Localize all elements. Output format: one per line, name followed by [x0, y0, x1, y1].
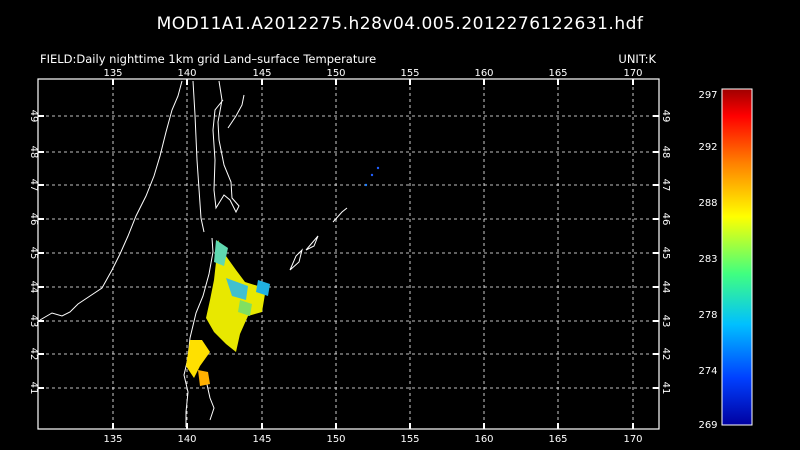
lat-label-right: 43 — [660, 315, 671, 328]
colorbar-label: 269 — [698, 420, 717, 431]
lat-label-left: 48 — [28, 146, 39, 159]
lon-label-bottom: 160 — [474, 434, 493, 445]
lon-label-top: 155 — [400, 68, 419, 79]
lat-label-right: 44 — [660, 281, 671, 294]
lat-label-left: 43 — [28, 315, 39, 328]
lon-labels-bottom: 135 140 145 150 155 160 165 170 — [103, 434, 642, 445]
grid-lines — [40, 81, 657, 427]
lat-label-right: 42 — [660, 348, 671, 361]
field-label: FIELD:Daily nighttime 1km grid Land–surf… — [40, 52, 377, 66]
lon-label-bottom: 140 — [177, 434, 196, 445]
coastlines — [39, 80, 348, 427]
lon-label-top: 145 — [252, 68, 271, 79]
lon-label-top: 165 — [548, 68, 567, 79]
lat-label-left: 45 — [28, 247, 39, 260]
lon-label-top: 140 — [177, 68, 196, 79]
file-title: MOD11A1.A2012275.h28v04.005.201227612263… — [156, 14, 644, 34]
lat-labels-right: 49 48 47 46 45 44 43 42 41 — [660, 110, 671, 395]
lat-label-left: 46 — [28, 213, 39, 226]
lon-labels-top: 135 140 145 150 155 160 165 170 — [103, 68, 642, 79]
map-frame — [37, 78, 660, 430]
lat-label-right: 48 — [660, 146, 671, 159]
colorbar-label: 288 — [698, 198, 717, 209]
lon-label-top: 150 — [326, 68, 345, 79]
unit-label: UNIT:K — [618, 52, 656, 66]
lat-label-right: 46 — [660, 213, 671, 226]
lat-label-left: 47 — [28, 179, 39, 192]
lat-label-right: 45 — [660, 247, 671, 260]
lat-labels-left: 49 48 47 46 45 44 43 42 41 — [28, 110, 39, 395]
lon-label-bottom: 145 — [252, 434, 271, 445]
frame-ticks — [38, 79, 659, 429]
colorbar-label: 274 — [698, 366, 717, 377]
lon-label-bottom: 150 — [326, 434, 345, 445]
lat-label-right: 49 — [660, 110, 671, 123]
lon-label-top: 135 — [103, 68, 122, 79]
lat-label-left: 49 — [28, 110, 39, 123]
lon-label-top: 160 — [474, 68, 493, 79]
colorbar-label: 283 — [698, 254, 717, 265]
colorbar-label: 292 — [698, 142, 717, 153]
colorbar — [721, 88, 753, 426]
lat-label-right: 47 — [660, 179, 671, 192]
lon-label-top: 170 — [623, 68, 642, 79]
lat-label-left: 44 — [28, 281, 39, 294]
lon-label-bottom: 170 — [623, 434, 642, 445]
lon-label-bottom: 155 — [400, 434, 419, 445]
lat-label-left: 42 — [28, 348, 39, 361]
lat-label-left: 41 — [28, 382, 39, 395]
colorbar-labels: 297 292 288 283 278 274 269 — [698, 90, 717, 431]
lon-label-bottom: 135 — [103, 434, 122, 445]
colorbar-label: 278 — [698, 310, 717, 321]
colorbar-label: 297 — [698, 90, 717, 101]
lat-label-right: 41 — [660, 382, 671, 395]
lon-label-bottom: 165 — [548, 434, 567, 445]
lst-pixels — [186, 166, 380, 386]
